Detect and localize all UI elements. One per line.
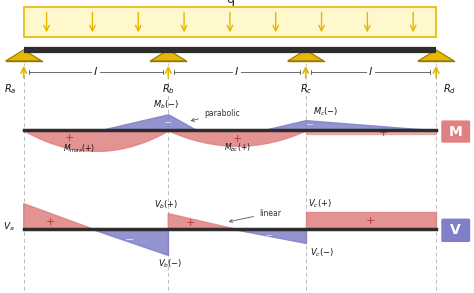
Text: $V_b(-)$: $V_b(-)$ [158,258,183,270]
Polygon shape [306,212,436,229]
Text: $R_a$: $R_a$ [4,82,17,96]
Text: parabolic: parabolic [191,109,239,121]
Text: $V_b(+)$: $V_b(+)$ [154,199,178,211]
Text: −: − [164,118,173,128]
Text: $M_b(-)$: $M_b(-)$ [153,98,179,111]
Text: $l$: $l$ [235,66,239,77]
Polygon shape [6,50,42,61]
FancyBboxPatch shape [441,219,470,242]
Text: +: + [379,128,389,138]
Text: $M_c(-)$: $M_c(-)$ [313,105,338,118]
Polygon shape [418,50,454,61]
Text: $R_b$: $R_b$ [162,82,174,96]
Bar [24,7,436,37]
Polygon shape [150,50,186,61]
Text: $V_a$: $V_a$ [2,221,14,233]
FancyBboxPatch shape [441,120,470,143]
Text: $R_d$: $R_d$ [443,82,456,96]
Text: $M_{max}(+)$: $M_{max}(+)$ [63,143,95,155]
Text: M: M [449,125,463,139]
Text: −: − [125,235,135,245]
Text: +: + [232,134,242,144]
Circle shape [165,48,172,52]
Text: $V_c(-)$: $V_c(-)$ [310,246,335,259]
Text: q: q [226,0,234,6]
Text: $V_d$: $V_d$ [440,221,452,233]
Polygon shape [288,50,324,61]
Polygon shape [24,204,91,229]
Text: $l$: $l$ [93,66,99,77]
Polygon shape [168,214,233,229]
Text: $M_{bc}(+)$: $M_{bc}(+)$ [224,142,250,154]
Text: V: V [450,223,461,237]
Text: +: + [46,217,55,226]
Text: −: − [265,231,273,241]
Text: $l$: $l$ [368,66,374,77]
Circle shape [302,48,309,52]
Polygon shape [91,229,168,255]
Text: +: + [366,216,375,226]
Text: +: + [65,133,74,143]
Text: $R_c$: $R_c$ [300,82,312,96]
Text: linear: linear [229,209,281,222]
Text: $V_c(+)$: $V_c(+)$ [308,197,332,210]
Text: −: − [306,120,315,130]
Text: +: + [186,218,196,228]
Polygon shape [233,229,306,243]
